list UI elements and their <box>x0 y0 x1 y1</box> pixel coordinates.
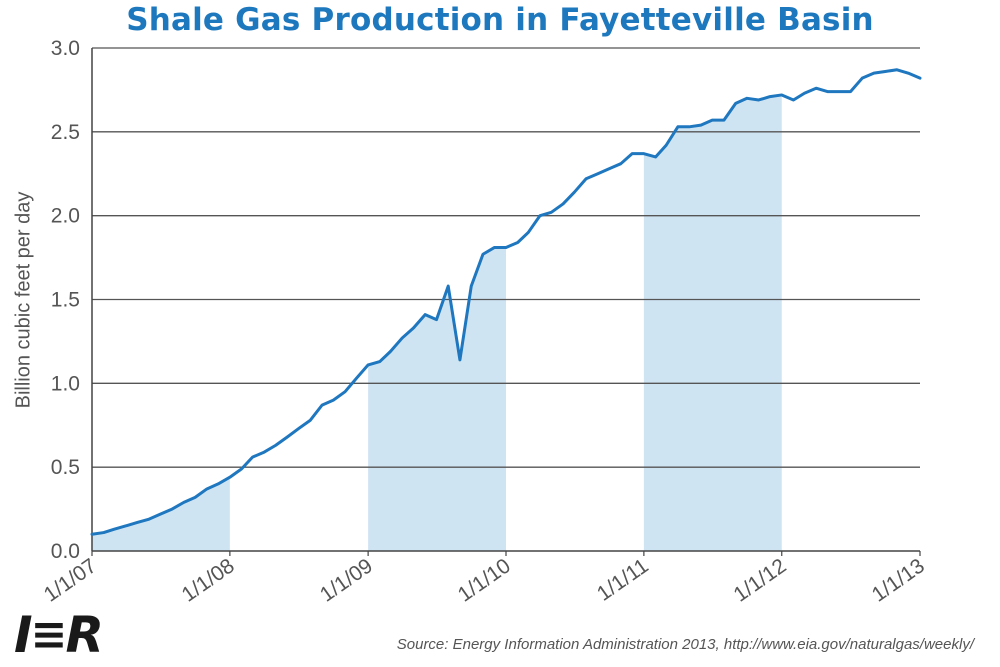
chart-title: Shale Gas Production in Fayetteville Bas… <box>126 2 874 38</box>
y-tick-label: 1.5 <box>51 289 80 312</box>
ier-logo: I≡R <box>14 606 104 664</box>
series-layer <box>90 68 922 536</box>
x-tick-label: 1/1/08 <box>178 554 239 606</box>
y-tick-label: 0.5 <box>51 456 80 479</box>
source-note: Source: Energy Information Administratio… <box>396 636 974 653</box>
gridlines <box>92 47 920 468</box>
y-axis-label-text: Billion cubic feet per day <box>12 191 35 409</box>
logo-e: ≡ <box>30 609 68 660</box>
x-tick-label: 1/1/09 <box>316 554 377 606</box>
y-tick-label: 2.5 <box>51 121 80 144</box>
logo-i: I <box>14 606 33 664</box>
shaded-period-3 <box>643 94 782 552</box>
y-tick-label: 1.0 <box>51 372 80 395</box>
x-tick-label: 1/1/10 <box>454 554 515 606</box>
shaded-periods <box>92 94 782 552</box>
logo-r: R <box>65 606 103 664</box>
shaded-period-2 <box>368 247 506 552</box>
x-tick-label: 1/1/11 <box>593 554 653 605</box>
y-tick-label: 3.0 <box>51 37 80 60</box>
x-tick-label: 1/1/13 <box>868 554 929 606</box>
y-tick-label: 0.0 <box>51 540 80 563</box>
y-tick-label: 2.0 <box>51 205 80 228</box>
x-tick-label: 1/1/12 <box>730 554 791 606</box>
